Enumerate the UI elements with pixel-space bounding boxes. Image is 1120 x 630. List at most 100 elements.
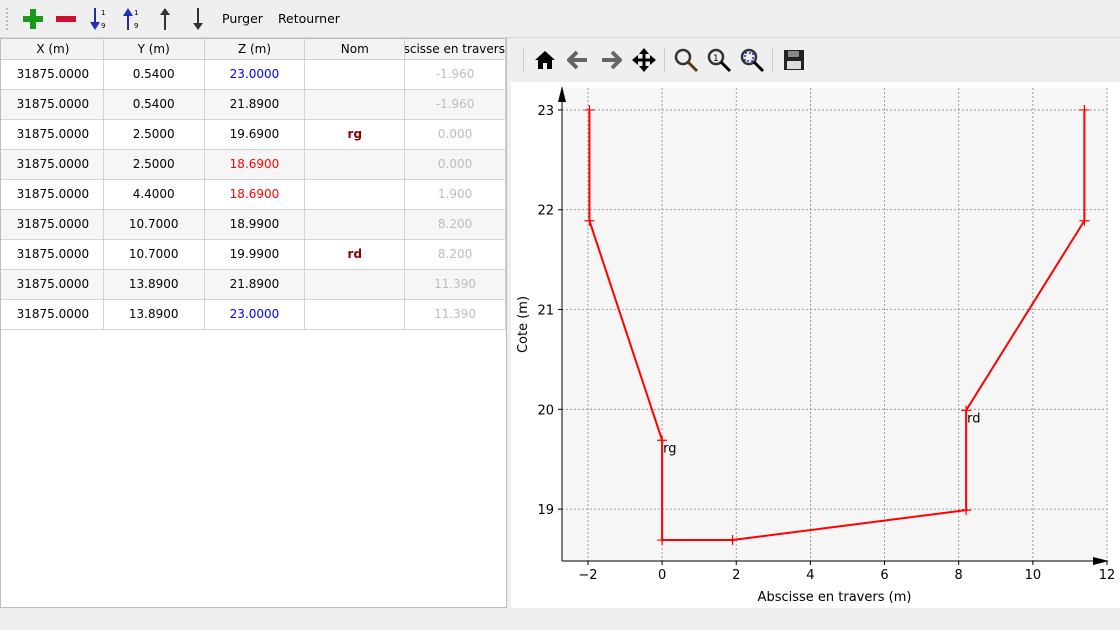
- table-row[interactable]: 31875.0000 13.8900 23.0000 11.390: [1, 300, 506, 330]
- status-bar: [0, 608, 1120, 630]
- remove-row-button[interactable]: [51, 4, 81, 34]
- data-point: [727, 535, 738, 546]
- svg-text:9: 9: [101, 22, 105, 30]
- cell-nom[interactable]: [305, 180, 406, 209]
- cell-abscisse[interactable]: -1.960: [405, 60, 506, 89]
- data-point: [961, 505, 972, 516]
- cell-x[interactable]: 31875.0000: [1, 60, 104, 89]
- x-tick-label: 4: [806, 568, 814, 583]
- table-row[interactable]: 31875.0000 2.5000 19.6900 rg 0.000: [1, 120, 506, 150]
- arrow-up-icon: [160, 7, 170, 30]
- cell-nom[interactable]: [305, 150, 406, 179]
- header-y[interactable]: Y (m): [104, 39, 205, 59]
- cell-nom[interactable]: [305, 300, 406, 329]
- x-tick-label: 8: [955, 568, 963, 583]
- cell-x[interactable]: 31875.0000: [1, 270, 104, 299]
- cell-z[interactable]: 19.9900: [205, 240, 306, 269]
- plus-icon: [23, 8, 43, 29]
- cell-nom[interactable]: [305, 210, 406, 239]
- move-down-button[interactable]: [183, 4, 213, 34]
- data-point: [1079, 104, 1090, 115]
- cell-x[interactable]: 31875.0000: [1, 300, 104, 329]
- cell-z[interactable]: 18.6900: [205, 150, 306, 179]
- cell-z[interactable]: 23.0000: [205, 300, 306, 329]
- header-z[interactable]: Z (m): [205, 39, 306, 59]
- zoom-button[interactable]: [669, 44, 702, 76]
- cell-z[interactable]: 23.0000: [205, 60, 306, 89]
- cell-y[interactable]: 0.5400: [104, 60, 205, 89]
- cell-abscisse[interactable]: 0.000: [405, 150, 506, 179]
- plot-panel: 1 −2 0 2 4 6 8 10 12 19 20 21 22 23 Abscisse en trave…: [511, 38, 1120, 608]
- zoom-fit-icon: [740, 48, 764, 73]
- cell-abscisse[interactable]: 0.000: [405, 120, 506, 149]
- cell-z[interactable]: 18.6900: [205, 180, 306, 209]
- pan-button[interactable]: [627, 44, 660, 76]
- table-row[interactable]: 31875.0000 2.5000 18.6900 0.000: [1, 150, 506, 180]
- cell-y[interactable]: 10.7000: [104, 210, 205, 239]
- table-row[interactable]: 31875.0000 10.7000 19.9900 rd 8.200: [1, 240, 506, 270]
- cell-x[interactable]: 31875.0000: [1, 240, 104, 269]
- cell-x[interactable]: 31875.0000: [1, 210, 104, 239]
- cell-abscisse[interactable]: 11.390: [405, 300, 506, 329]
- zoom-fit-button[interactable]: [735, 44, 768, 76]
- cell-z[interactable]: 19.6900: [205, 120, 306, 149]
- cell-nom[interactable]: rd: [305, 240, 406, 269]
- cell-x[interactable]: 31875.0000: [1, 90, 104, 119]
- header-x[interactable]: X (m): [1, 39, 104, 59]
- cell-abscisse[interactable]: 11.390: [405, 270, 506, 299]
- cell-y[interactable]: 13.8900: [104, 270, 205, 299]
- table-row[interactable]: 31875.0000 13.8900 21.8900 11.390: [1, 270, 506, 300]
- table-row[interactable]: 31875.0000 0.5400 21.8900 -1.960: [1, 90, 506, 120]
- arrow-right-icon: [601, 50, 622, 70]
- table-row[interactable]: 31875.0000 10.7000 18.9900 8.200: [1, 210, 506, 240]
- cell-x[interactable]: 31875.0000: [1, 120, 104, 149]
- retourner-button[interactable]: Retourner: [277, 11, 340, 26]
- cell-x[interactable]: 31875.0000: [1, 150, 104, 179]
- forward-button[interactable]: [594, 44, 627, 76]
- home-button[interactable]: [528, 44, 561, 76]
- sort-down-icon: 19: [90, 7, 105, 30]
- data-point: [584, 104, 595, 115]
- cell-y[interactable]: 4.4000: [104, 180, 205, 209]
- cell-x[interactable]: 31875.0000: [1, 180, 104, 209]
- profile-chart[interactable]: −2 0 2 4 6 8 10 12 19 20 21 22 23 Abscisse en travers…: [511, 82, 1120, 608]
- x-axis-label: Abscisse en travers (m): [758, 590, 912, 605]
- arrow-left-icon: [566, 50, 587, 70]
- header-abscisse[interactable]: Abscisse en travers: [405, 39, 506, 59]
- move-up-button[interactable]: [150, 4, 180, 34]
- cell-abscisse[interactable]: 8.200: [405, 240, 506, 269]
- header-nom[interactable]: Nom: [305, 39, 406, 59]
- cell-y[interactable]: 13.8900: [104, 300, 205, 329]
- cell-y[interactable]: 2.5000: [104, 120, 205, 149]
- cell-z[interactable]: 21.8900: [205, 270, 306, 299]
- cell-z[interactable]: 21.8900: [205, 90, 306, 119]
- arrow-down-icon: [193, 7, 203, 30]
- cell-abscisse[interactable]: 8.200: [405, 210, 506, 239]
- x-tick-label: 0: [658, 568, 666, 583]
- cell-nom[interactable]: [305, 60, 406, 89]
- cell-nom[interactable]: [305, 270, 406, 299]
- cell-nom[interactable]: [305, 90, 406, 119]
- add-row-button[interactable]: [18, 4, 48, 34]
- cell-z[interactable]: 18.9900: [205, 210, 306, 239]
- svg-text:1: 1: [713, 54, 719, 64]
- zoom-1-button[interactable]: 1: [702, 44, 735, 76]
- toolbar-grip[interactable]: [6, 7, 10, 30]
- cell-abscisse[interactable]: -1.960: [405, 90, 506, 119]
- cell-abscisse[interactable]: 1.900: [405, 180, 506, 209]
- svg-text:9: 9: [134, 22, 138, 30]
- back-button[interactable]: [561, 44, 594, 76]
- table-row[interactable]: 31875.0000 0.5400 23.0000 -1.960: [1, 60, 506, 90]
- cell-y[interactable]: 0.5400: [104, 90, 205, 119]
- table-row[interactable]: 31875.0000 4.4000 18.6900 1.900: [1, 180, 506, 210]
- data-point: [961, 405, 972, 416]
- cell-y[interactable]: 2.5000: [104, 150, 205, 179]
- purger-button[interactable]: Purger: [222, 11, 263, 26]
- svg-text:1: 1: [101, 9, 105, 17]
- cell-y[interactable]: 10.7000: [104, 240, 205, 269]
- cell-nom[interactable]: rg: [305, 120, 406, 149]
- points-table: X (m) Y (m) Z (m) Nom Abscisse en traver…: [0, 38, 507, 608]
- save-button[interactable]: [777, 44, 810, 76]
